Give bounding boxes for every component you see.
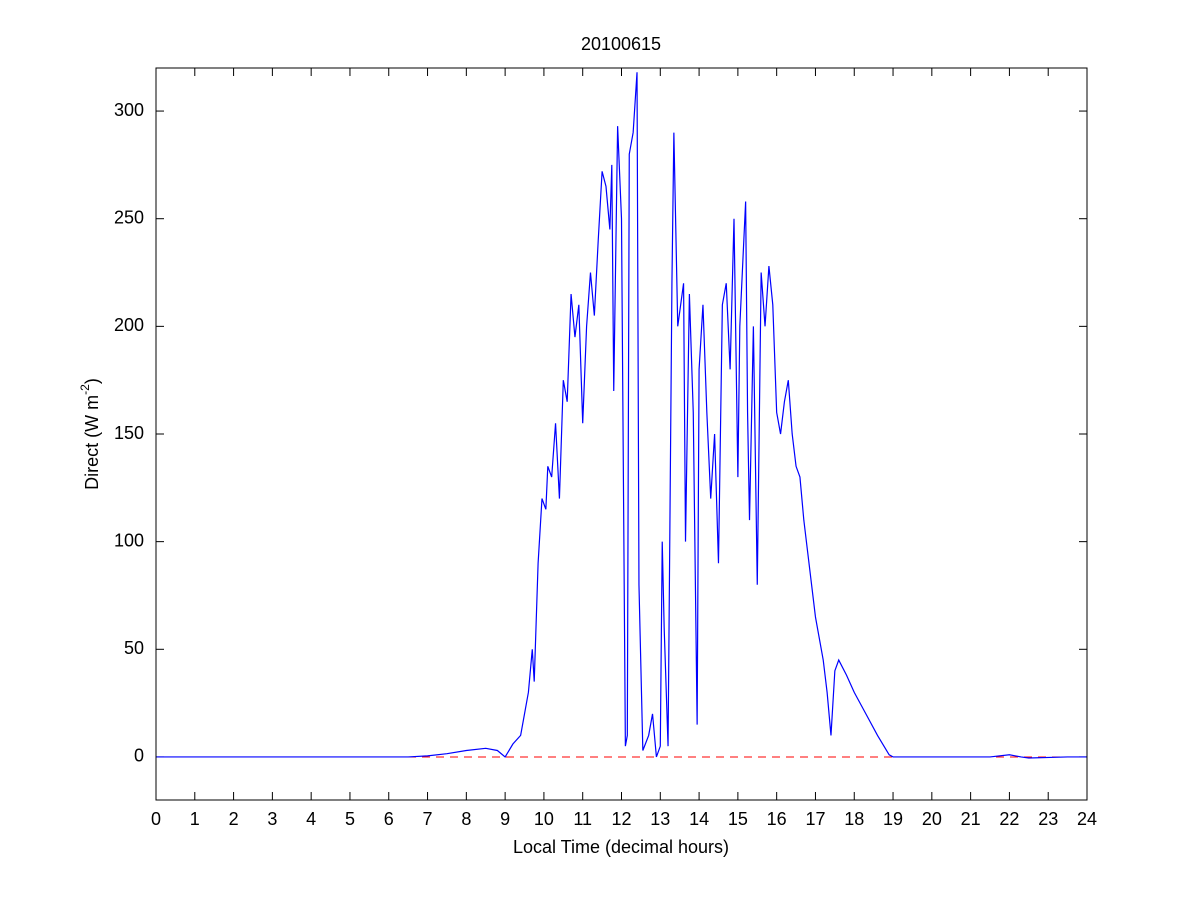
x-tick-label: 23 — [1038, 809, 1058, 829]
y-axis-label: Direct (W m-2) — [78, 378, 102, 490]
x-tick-label: 8 — [461, 809, 471, 829]
x-tick-label: 18 — [844, 809, 864, 829]
x-tick-label: 22 — [999, 809, 1019, 829]
y-tick-label: 100 — [114, 530, 144, 550]
x-tick-label: 13 — [650, 809, 670, 829]
x-tick-label: 4 — [306, 809, 316, 829]
x-tick-label: 2 — [229, 809, 239, 829]
x-tick-label: 16 — [767, 809, 787, 829]
x-tick-label: 0 — [151, 809, 161, 829]
x-tick-label: 1 — [190, 809, 200, 829]
x-tick-label: 15 — [728, 809, 748, 829]
x-tick-label: 14 — [689, 809, 709, 829]
x-tick-label: 11 — [573, 809, 592, 829]
x-tick-label: 6 — [384, 809, 394, 829]
x-tick-label: 20 — [922, 809, 942, 829]
y-tick-label: 0 — [134, 746, 144, 766]
x-tick-label: 24 — [1077, 809, 1097, 829]
y-tick-label: 150 — [114, 423, 144, 443]
x-tick-label: 12 — [611, 809, 631, 829]
plot-frame — [155, 67, 1088, 801]
x-tick-label: 3 — [267, 809, 277, 829]
y-tick-label: 300 — [114, 100, 144, 120]
x-tick-label: 19 — [883, 809, 903, 829]
x-tick-label: 7 — [423, 809, 433, 829]
x-tick-label: 21 — [961, 809, 981, 829]
y-tick-label: 250 — [114, 207, 144, 227]
y-tick-label: 50 — [124, 638, 144, 658]
x-axis-label: Local Time (decimal hours) — [513, 837, 729, 857]
y-tick-label: 200 — [114, 315, 144, 335]
x-tick-label: 5 — [345, 809, 355, 829]
data-line — [156, 72, 1087, 759]
x-tick-label: 9 — [500, 809, 510, 829]
x-tick-label: 10 — [534, 809, 554, 829]
x-tick-label: 17 — [805, 809, 825, 829]
chart-title: 20100615 — [581, 34, 661, 54]
